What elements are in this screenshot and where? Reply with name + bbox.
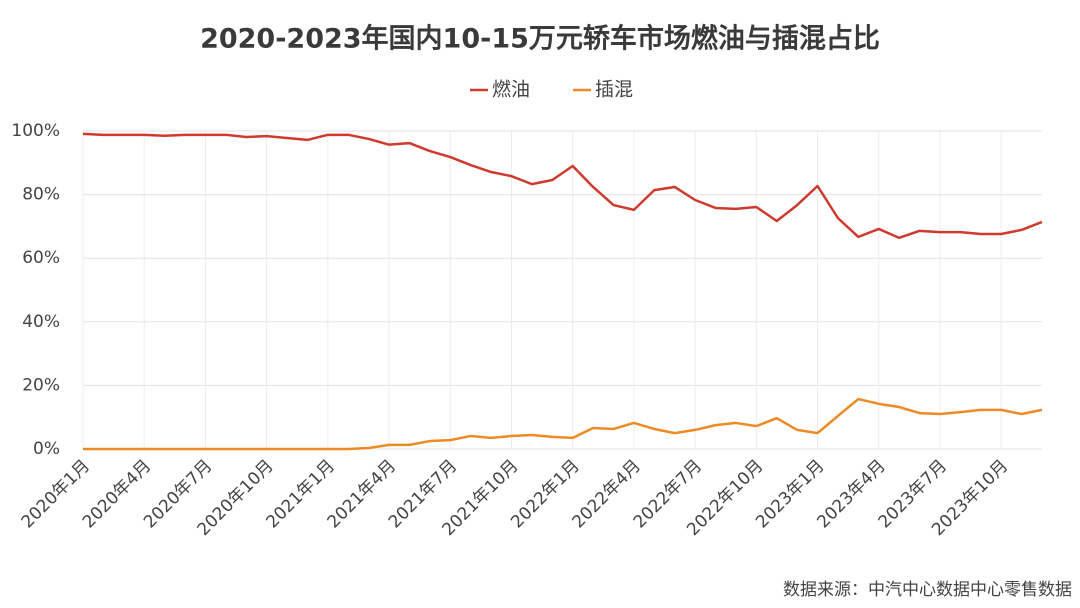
y-tick-label: 60% xyxy=(22,248,60,268)
y-tick-label: 100% xyxy=(11,121,60,141)
legend-label: 插混 xyxy=(595,79,633,101)
series-line xyxy=(83,397,1043,451)
legend-label: 燃油 xyxy=(492,79,530,101)
source-note: 数据来源：中汽中心数据中心零售数据 xyxy=(783,580,1072,600)
series-line xyxy=(82,132,1043,240)
y-tick-label: 0% xyxy=(33,439,60,459)
y-tick-label: 80% xyxy=(22,185,60,205)
y-tick-label: 40% xyxy=(22,312,60,332)
chart-title: 2020-2023年国内10-15万元轿车市场燃油与插混占比 xyxy=(200,23,880,55)
y-tick-label: 20% xyxy=(22,375,60,395)
